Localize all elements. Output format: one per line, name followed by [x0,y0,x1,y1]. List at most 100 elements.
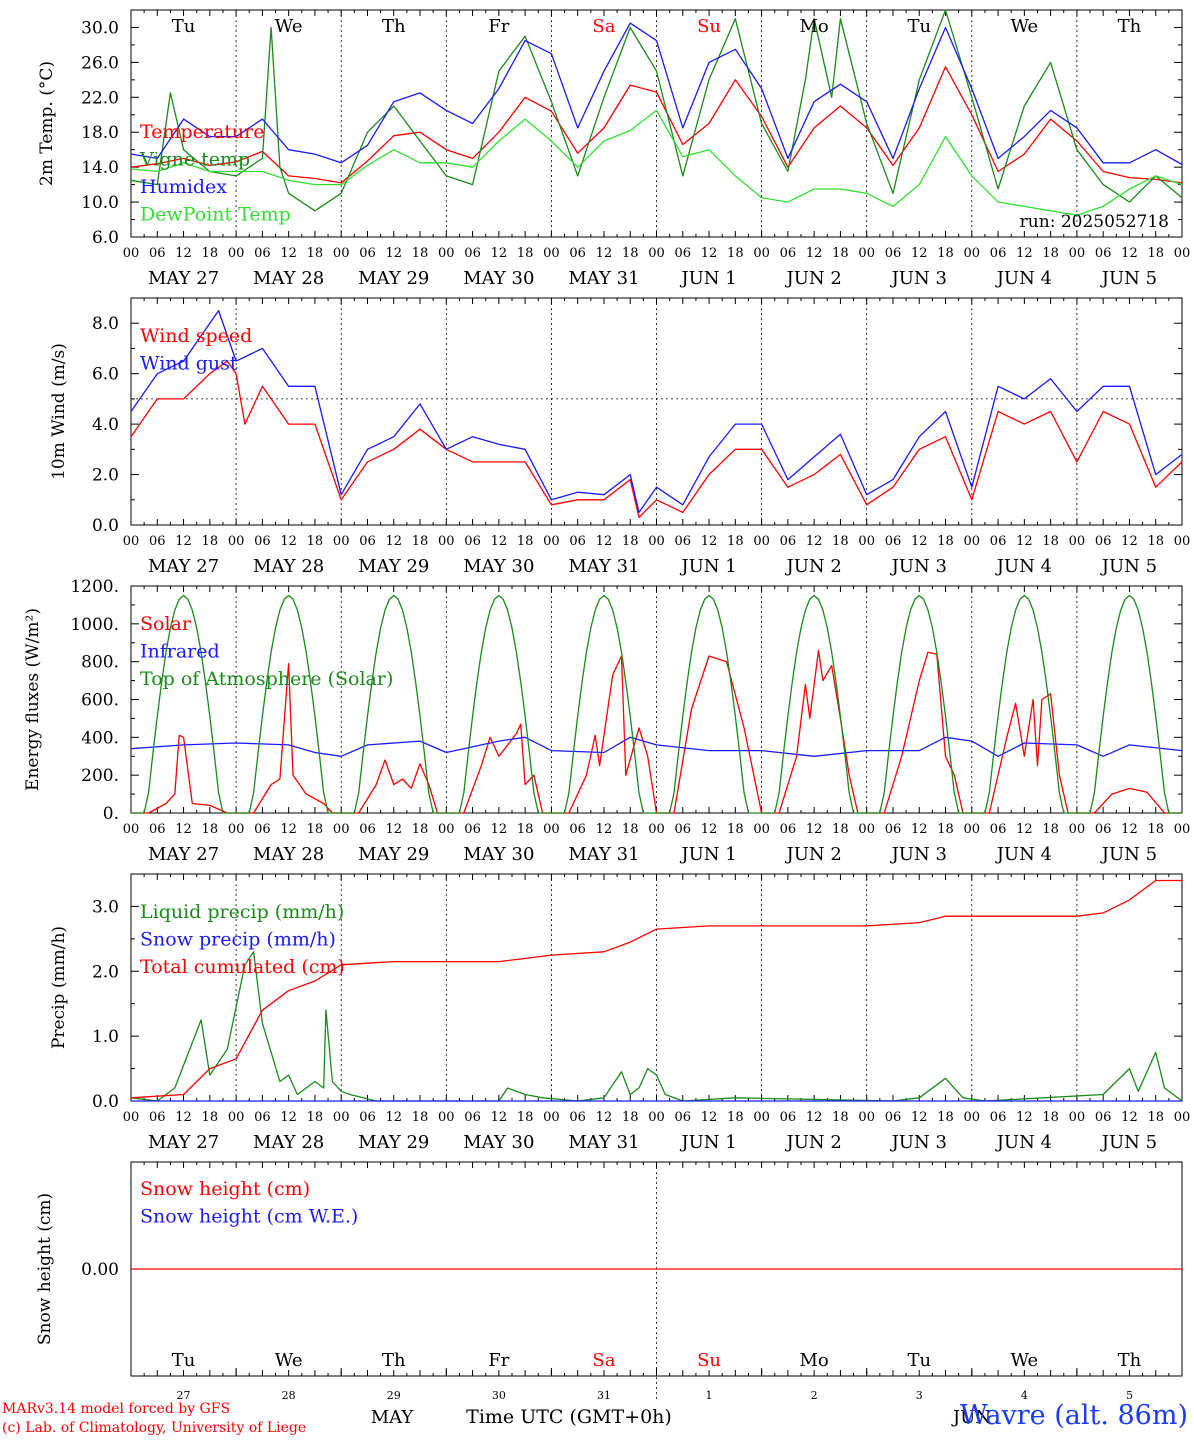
hour-tick-label: 18 [517,246,534,261]
hour-tick-label: 00 [753,534,770,549]
hour-tick-label: 00 [964,822,981,837]
hour-tick-label: 06 [359,534,376,549]
hour-tick-label: 00 [1174,534,1191,549]
date-label: JUN 1 [679,556,736,577]
date-label: MAY 28 [253,844,324,865]
legend-entry: Snow precip (mm/h) [140,929,336,951]
hour-tick-label: 18 [1147,246,1164,261]
hour-tick-label: 18 [202,534,219,549]
hour-tick-label: 00 [648,822,665,837]
y-tick-label: 0. [103,804,119,824]
date-label: MAY 30 [463,268,534,289]
hour-tick-label: 18 [1042,1110,1059,1125]
hour-tick-label: 18 [307,822,324,837]
hour-tick-label: 12 [911,1110,928,1125]
date-label: JUN 2 [784,268,841,289]
y-axis-label: Snow height (cm) [35,1193,55,1345]
hour-tick-label: 06 [885,246,902,261]
series-line-top-of-atmosphere-solar [131,594,1182,814]
hour-tick-label: 18 [622,822,639,837]
y-tick-label: 200. [81,766,119,786]
y-axis-label: 10m Wind (m/s) [49,343,69,480]
day-number: 5 [1126,1389,1133,1402]
date-label: MAY 30 [463,1132,534,1153]
hour-tick-label: 06 [1095,1110,1112,1125]
hour-tick-label: 00 [1069,822,1086,837]
hour-tick-label: 18 [412,246,429,261]
hour-tick-label: 06 [1095,534,1112,549]
hour-tick-label: 18 [832,534,849,549]
hour-tick-label: 12 [175,534,192,549]
y-tick-label: 18.0 [81,123,119,143]
legend-entry: DewPoint Temp [140,204,291,226]
hour-tick-label: 00 [438,246,455,261]
hour-tick-label: 00 [1069,246,1086,261]
legend-entry: Liquid precip (mm/h) [140,901,344,923]
hour-tick-label: 06 [675,246,692,261]
hour-tick-label: 06 [149,246,166,261]
hour-tick-label: 06 [464,822,481,837]
weekday-label: We [275,1350,303,1371]
y-tick-label: 6.0 [92,365,119,385]
y-tick-label: 600. [81,691,119,711]
hour-tick-label: 06 [885,822,902,837]
date-label: MAY 31 [568,268,639,289]
weekday-label: Tu [907,16,931,37]
hour-tick-label: 18 [412,1110,429,1125]
weekday-label: We [275,16,303,37]
weekday-label: Th [382,1350,406,1371]
series-line-wind-speed [130,360,1183,519]
hour-tick-label: 12 [175,822,192,837]
hour-tick-label: 18 [622,246,639,261]
series-line-liquid-precip-mm-h [130,951,1183,1102]
hour-tick-label: 12 [701,534,718,549]
date-label: JUN 1 [679,268,736,289]
date-label: MAY 29 [358,556,429,577]
hour-tick-label: 12 [1121,822,1138,837]
plot-frame [130,297,1183,526]
hour-tick-label: 12 [806,246,823,261]
hour-tick-label: 18 [1147,1110,1164,1125]
hour-tick-label: 06 [675,1110,692,1125]
series-line-total-cumulated-cm [130,879,1182,1099]
hour-tick-label: 12 [596,822,613,837]
hour-tick-label: 12 [596,246,613,261]
date-label: JUN 3 [890,1132,947,1153]
date-label: JUN 2 [784,556,841,577]
hour-tick-label: 18 [202,246,219,261]
hour-tick-label: 18 [937,822,954,837]
weekday-label: Mo [800,16,829,37]
hour-tick-label: 12 [596,1110,613,1125]
date-label: JUN 4 [995,268,1052,289]
hour-tick-label: 12 [911,534,928,549]
hour-tick-label: 06 [464,246,481,261]
weekday-label: Su [697,1350,721,1371]
month-label: MAY [371,1407,415,1428]
y-tick-label: 6.0 [92,228,119,248]
hour-tick-label: 12 [701,246,718,261]
hour-tick-label: 12 [1016,246,1033,261]
date-label: JUN 3 [890,844,947,865]
y-tick-label: 8.0 [92,314,119,334]
hour-tick-label: 18 [202,1110,219,1125]
weekday-label: We [1011,16,1039,37]
hour-tick-label: 00 [543,1110,560,1125]
lab-credit: (c) Lab. of Climatology, University of L… [2,1420,307,1436]
date-label: MAY 29 [358,844,429,865]
hour-tick-label: 06 [254,246,271,261]
y-tick-label: 3.0 [92,897,119,917]
day-number: 2 [811,1389,818,1402]
hour-tick-label: 12 [806,534,823,549]
weekday-label: Th [1118,16,1142,37]
y-axis-label: Energy fluxes (W/m²) [23,608,43,791]
legend-entry: Snow height (cm) [140,1178,310,1200]
hour-tick-label: 00 [648,534,665,549]
day-number: 31 [597,1389,611,1402]
weekday-label: Sa [592,16,615,37]
hour-tick-label: 18 [832,1110,849,1125]
hour-tick-label: 12 [280,822,297,837]
hour-tick-label: 18 [832,246,849,261]
hour-tick-label: 18 [622,534,639,549]
hour-tick-label: 06 [254,534,271,549]
hour-tick-label: 18 [1147,534,1164,549]
